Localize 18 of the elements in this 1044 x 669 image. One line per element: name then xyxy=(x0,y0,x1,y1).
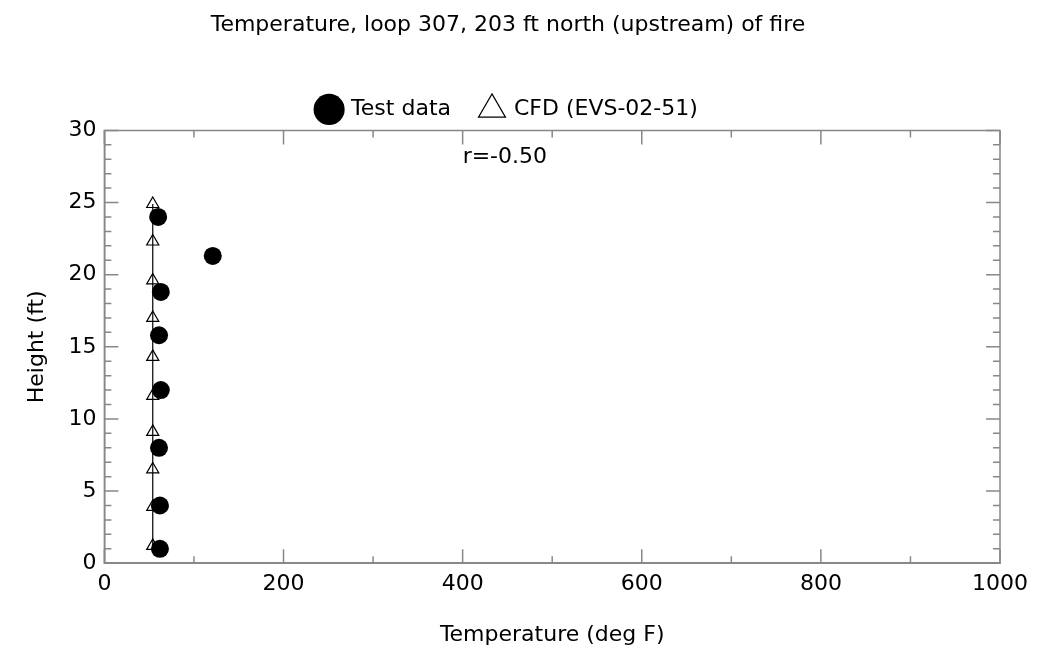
legend-label: CFD (EVS-02-51) xyxy=(513,95,698,121)
y-tick-label: 10 xyxy=(68,404,97,430)
y-tick-label: 20 xyxy=(68,260,97,286)
x-tick-label: 200 xyxy=(262,570,305,596)
legend-label: Test data xyxy=(350,95,451,121)
y-tick-label: 25 xyxy=(68,188,97,214)
y-tick-label: 0 xyxy=(82,548,97,574)
x-tick-label: 800 xyxy=(799,570,842,596)
x-tick-label: 400 xyxy=(441,570,484,596)
x-tick-label: 600 xyxy=(620,570,663,596)
y-axis-title: Height (ft) xyxy=(22,290,48,404)
y-tick-label: 15 xyxy=(68,332,97,358)
chart-title: Temperature, loop 307, 203 ft north (upstream) of fire xyxy=(209,10,806,36)
x-axis-title: Temperature (deg F) xyxy=(438,620,665,646)
x-tick-label: 1000 xyxy=(972,570,1029,596)
annotation: r=-0.50 xyxy=(462,143,548,169)
y-tick-label: 30 xyxy=(68,116,97,142)
y-tick-label: 5 xyxy=(82,476,97,502)
